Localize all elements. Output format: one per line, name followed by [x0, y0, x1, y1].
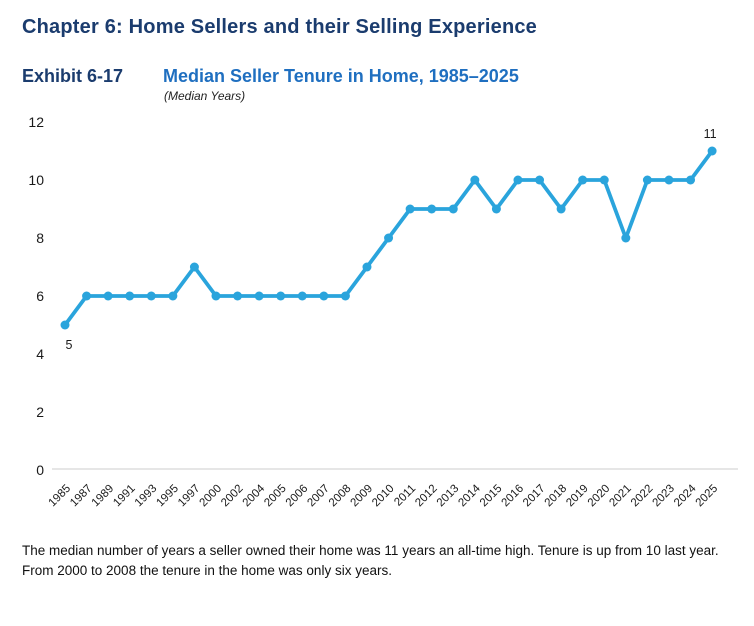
data-point-marker	[448, 204, 458, 214]
x-axis-tick-label: 2019	[564, 483, 591, 510]
y-axis-tick-label: 0	[36, 462, 44, 478]
line-chart-svg: 0246810121985198719891991199319951997200…	[28, 114, 738, 510]
y-axis-tick-label: 6	[36, 288, 44, 304]
x-axis-tick-label: 2002	[219, 483, 246, 510]
data-point-marker	[82, 291, 92, 301]
x-axis-tick-label: 2021	[607, 483, 634, 510]
x-axis-tick-label: 2005	[262, 483, 289, 510]
data-point-marker	[578, 175, 588, 185]
data-point-value-label: 5	[66, 338, 73, 352]
data-point-marker	[384, 233, 394, 243]
data-point-marker	[168, 291, 178, 301]
x-axis-tick-label: 2009	[349, 483, 376, 510]
data-point-marker	[621, 233, 631, 243]
data-point-marker	[427, 204, 437, 214]
x-axis-tick-label: 2007	[305, 483, 332, 510]
x-axis-tick-label: 2023	[650, 483, 677, 510]
x-axis-tick-label: 1989	[90, 483, 117, 510]
y-axis-tick-label: 8	[36, 230, 44, 246]
x-axis-tick-label: 2017	[521, 483, 548, 510]
x-axis-tick-label: 2020	[586, 483, 613, 510]
data-point-marker	[556, 204, 566, 214]
data-point-marker	[470, 175, 480, 185]
x-axis-tick-label: 1985	[47, 483, 74, 510]
data-point-marker	[707, 146, 717, 156]
data-point-marker	[340, 291, 350, 301]
data-point-value-label: 11	[704, 127, 717, 141]
x-axis-tick-label: 2011	[392, 483, 418, 509]
chart-caption: The median number of years a seller owne…	[22, 543, 719, 579]
x-axis-tick-label: 2008	[327, 483, 354, 510]
data-point-marker	[125, 291, 135, 301]
x-axis-tick-label: 1987	[68, 483, 95, 510]
data-point-marker	[535, 175, 545, 185]
x-axis-tick-label: 2000	[198, 483, 225, 510]
data-point-marker	[642, 175, 652, 185]
data-point-marker	[405, 204, 415, 214]
x-axis-tick-label: 2014	[456, 482, 483, 509]
y-axis-tick-label: 4	[36, 346, 44, 362]
y-axis-tick-label: 12	[28, 114, 44, 130]
x-axis-tick-label: 2010	[370, 483, 397, 510]
y-axis-tick-label: 2	[36, 404, 44, 420]
x-axis-tick-label: 2024	[672, 482, 699, 509]
x-axis-tick-label: 2012	[413, 483, 440, 510]
data-point-marker	[297, 291, 307, 301]
x-axis-tick-label: 2016	[500, 483, 527, 510]
data-point-marker	[513, 175, 523, 185]
x-axis-tick-label: 2022	[629, 483, 656, 510]
data-point-marker	[103, 291, 113, 301]
chapter-title: Chapter 6: Home Sellers and their Sellin…	[22, 16, 538, 38]
data-point-marker	[233, 291, 243, 301]
data-point-marker	[211, 291, 221, 301]
x-axis-tick-label: 2015	[478, 483, 505, 510]
data-point-marker	[319, 291, 329, 301]
data-point-marker	[599, 175, 609, 185]
data-point-marker	[146, 291, 156, 301]
data-point-marker	[686, 175, 696, 185]
x-axis-tick-label: 2025	[694, 483, 721, 510]
x-axis-tick-label: 1991	[111, 483, 138, 510]
exhibit-title: Median Seller Tenure in Home, 1985–2025	[163, 66, 519, 86]
exhibit-number-label: Exhibit 6-17	[22, 66, 124, 86]
x-axis-tick-label: 2013	[435, 483, 462, 510]
data-point-marker	[60, 320, 70, 330]
x-axis-tick-label: 1993	[133, 483, 160, 510]
x-axis-tick-label: 2004	[241, 482, 268, 509]
x-axis-tick-label: 2006	[284, 483, 311, 510]
tenure-line-chart: 0 2 4 6 8 10 12 1985 1987 1989 1991 1993 1995 1997 200…	[0, 108, 754, 538]
x-axis-tick-label: 1995	[154, 483, 181, 510]
data-point-marker	[664, 175, 674, 185]
exhibit-subtitle: (Median Years)	[164, 89, 246, 103]
x-axis-tick-label: 1997	[176, 483, 203, 510]
data-point-marker	[362, 262, 372, 272]
data-point-marker	[254, 291, 264, 301]
data-point-marker	[276, 291, 286, 301]
x-axis-tick-label: 2018	[543, 483, 570, 510]
data-point-marker	[491, 204, 501, 214]
y-axis-tick-label: 10	[28, 172, 44, 188]
data-point-marker	[189, 262, 199, 272]
